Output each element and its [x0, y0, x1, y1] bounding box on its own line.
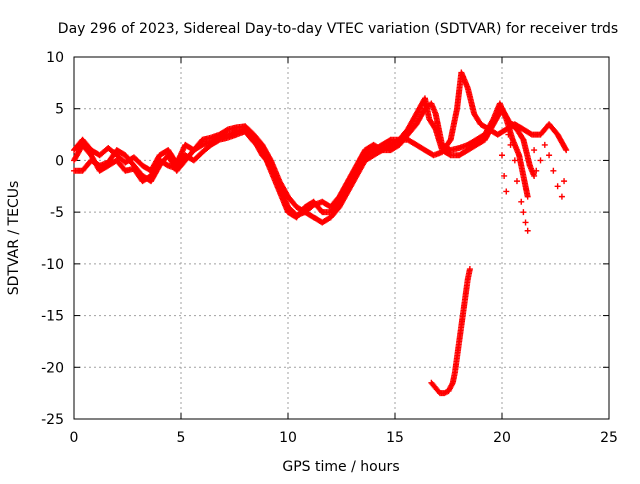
y-axis-label: SDTVAR / TECUs: [6, 181, 22, 296]
scatter-late-marker: [526, 162, 533, 169]
axis-ticks: 0 5 10 15 20 25 -25 -20 -15 -10 -5 0 5 10: [41, 50, 618, 446]
track-c-marker: [446, 137, 453, 144]
scatter-late-marker: [518, 198, 525, 205]
scatter-late-marker: [499, 152, 505, 159]
scatter-late-marker: [503, 188, 510, 195]
y-tick-label: -20: [41, 360, 64, 376]
chart-title: Day 296 of 2023, Sidereal Day-to-day VTE…: [58, 21, 618, 37]
x-tick-label: 25: [600, 430, 618, 446]
scatter-late-marker: [531, 147, 538, 154]
y-tick-label: 5: [55, 102, 64, 118]
scatter-late-marker: [558, 193, 565, 200]
track-b-marker: [519, 135, 526, 142]
x-tick-label: 5: [177, 430, 186, 446]
x-tick-label: 20: [493, 430, 511, 446]
scatter-late-marker: [505, 131, 512, 138]
scatter-late-marker: [554, 183, 561, 190]
y-tick-label: 10: [46, 50, 64, 66]
scatter-late-marker: [541, 141, 548, 148]
y-tick-label: 0: [55, 153, 64, 169]
x-axis-label: GPS time / hours: [282, 459, 399, 475]
y-tick-label: -10: [41, 257, 64, 273]
scatter-late-marker: [524, 227, 531, 234]
track-c-marker: [563, 147, 570, 154]
track-a-marker: [524, 193, 531, 200]
scatter-late-marker: [511, 157, 518, 164]
track-b-marker: [431, 125, 438, 132]
scatter-late-marker: [546, 152, 553, 159]
scatter-late-marker: [513, 178, 520, 185]
track-c-marker: [562, 145, 569, 152]
grid: [74, 57, 609, 419]
x-tick-label: 0: [70, 430, 79, 446]
scatter-late-marker: [537, 157, 544, 164]
scatter-late-marker: [507, 141, 514, 148]
x-tick-label: 15: [386, 430, 404, 446]
scatter-late-marker: [550, 167, 557, 174]
deep-dip-marker: [466, 266, 473, 273]
x-tick-label: 10: [279, 430, 297, 446]
plot-frame: [73, 56, 610, 420]
y-tick-label: -15: [41, 309, 64, 325]
track-b-marker: [531, 172, 538, 179]
scatter-late-marker: [522, 219, 529, 226]
y-tick-label: -25: [41, 412, 64, 428]
scatter-late-marker: [516, 126, 523, 133]
scatter-late-marker: [561, 178, 568, 185]
y-tick-label: -5: [50, 205, 64, 221]
data-markers: [71, 69, 570, 397]
scatter-late-marker: [520, 209, 527, 216]
scatter-late-marker: [501, 172, 508, 179]
scatter-late-marker: [533, 167, 540, 174]
scatter-late-marker: [509, 121, 516, 128]
